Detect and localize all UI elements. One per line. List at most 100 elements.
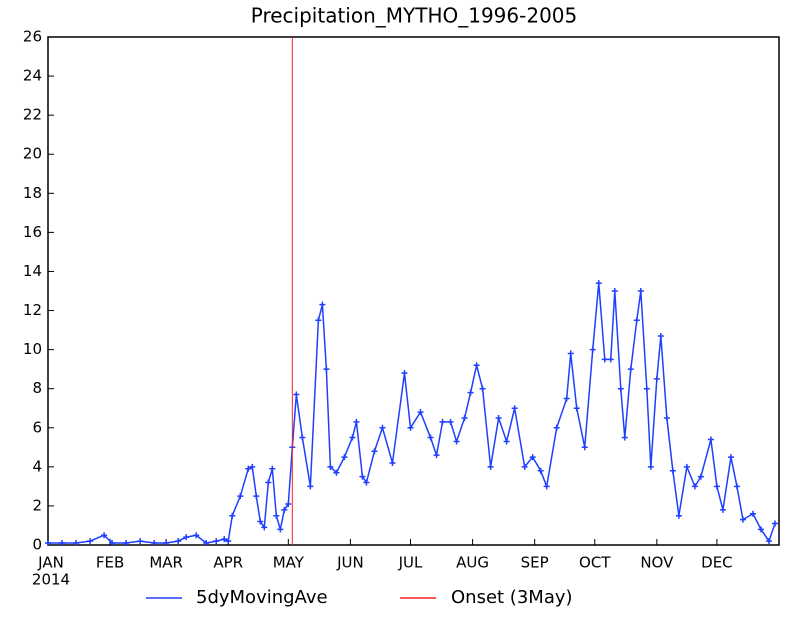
point-marker bbox=[299, 434, 306, 441]
y-tick-label: 22 bbox=[23, 106, 42, 124]
point-marker bbox=[633, 317, 640, 324]
point-marker bbox=[277, 526, 284, 533]
point-marker bbox=[589, 346, 596, 353]
point-marker bbox=[553, 424, 560, 431]
point-marker bbox=[595, 280, 602, 287]
point-marker bbox=[757, 526, 764, 533]
point-marker bbox=[637, 288, 644, 294]
point-marker bbox=[333, 469, 340, 476]
point-marker bbox=[213, 538, 220, 545]
point-marker bbox=[257, 518, 264, 525]
point-marker bbox=[611, 288, 618, 294]
point-marker bbox=[733, 483, 740, 490]
point-marker bbox=[627, 366, 634, 373]
point-marker bbox=[407, 424, 414, 431]
point-marker bbox=[607, 356, 614, 363]
point-marker bbox=[183, 534, 190, 541]
point-marker bbox=[479, 385, 486, 392]
x-tick-label: NOV bbox=[640, 554, 674, 572]
x-tick-label: AUG bbox=[456, 554, 489, 572]
point-marker bbox=[503, 438, 510, 445]
point-marker bbox=[573, 405, 580, 412]
y-tick-label: 14 bbox=[23, 262, 42, 280]
x-tick-label: JUL bbox=[398, 554, 423, 572]
x-tick-label: MAR bbox=[149, 554, 183, 572]
point-marker bbox=[487, 463, 494, 470]
point-marker bbox=[739, 516, 746, 523]
point-marker bbox=[253, 493, 260, 500]
point-marker bbox=[281, 506, 288, 513]
point-marker bbox=[245, 465, 252, 472]
y-tick-label: 24 bbox=[23, 67, 42, 85]
point-marker bbox=[643, 385, 650, 392]
point-marker bbox=[349, 434, 356, 441]
y-tick-label: 8 bbox=[32, 379, 42, 397]
point-marker bbox=[265, 479, 272, 486]
point-marker bbox=[675, 512, 682, 519]
point-marker bbox=[203, 540, 210, 547]
point-marker bbox=[359, 473, 366, 480]
point-marker bbox=[447, 418, 454, 425]
point-marker bbox=[379, 424, 386, 431]
point-marker bbox=[371, 448, 378, 455]
point-marker bbox=[319, 301, 326, 308]
point-marker bbox=[249, 463, 256, 470]
point-marker bbox=[543, 483, 550, 490]
point-marker bbox=[697, 473, 704, 480]
point-marker bbox=[123, 540, 130, 547]
point-marker bbox=[401, 370, 408, 377]
point-marker bbox=[193, 532, 200, 539]
point-marker bbox=[713, 483, 720, 490]
point-marker bbox=[439, 418, 446, 425]
y-tick-label: 0 bbox=[32, 536, 42, 554]
point-marker bbox=[669, 467, 676, 474]
point-marker bbox=[307, 483, 314, 490]
point-marker bbox=[657, 332, 664, 339]
point-marker bbox=[341, 454, 348, 461]
point-marker bbox=[323, 366, 330, 373]
point-marker bbox=[45, 540, 51, 547]
point-marker bbox=[137, 538, 144, 545]
data-line bbox=[48, 283, 776, 544]
point-marker bbox=[473, 362, 480, 369]
point-marker bbox=[73, 540, 80, 547]
point-marker bbox=[529, 454, 536, 461]
point-marker bbox=[495, 415, 502, 421]
chart-title: Precipitation_MYTHO_1996-2005 bbox=[251, 4, 578, 28]
point-marker bbox=[647, 463, 654, 470]
point-marker bbox=[511, 405, 518, 412]
point-marker bbox=[417, 409, 424, 416]
x-tick-label: JUN bbox=[336, 554, 364, 572]
point-marker bbox=[581, 444, 588, 451]
point-marker bbox=[229, 512, 236, 519]
point-marker bbox=[101, 532, 108, 539]
point-marker bbox=[353, 418, 360, 425]
point-marker bbox=[163, 540, 170, 547]
point-marker bbox=[285, 500, 292, 507]
point-marker bbox=[601, 356, 608, 363]
legend-label: Onset (3May) bbox=[451, 587, 573, 608]
point-marker bbox=[537, 467, 544, 474]
point-marker bbox=[567, 350, 574, 357]
point-marker bbox=[261, 524, 268, 531]
point-marker bbox=[151, 540, 158, 547]
y-tick-label: 16 bbox=[23, 223, 42, 241]
x-tick-label: OCT bbox=[579, 554, 611, 572]
point-marker bbox=[663, 415, 670, 421]
x-tick-label: MAY bbox=[273, 554, 305, 572]
point-marker bbox=[621, 434, 628, 441]
point-marker bbox=[87, 538, 94, 545]
x-tick-label: JAN bbox=[37, 554, 64, 572]
point-marker bbox=[221, 536, 228, 543]
point-marker bbox=[59, 540, 66, 547]
point-marker bbox=[175, 538, 182, 545]
point-marker bbox=[461, 415, 468, 421]
plot-frame bbox=[47, 36, 780, 546]
point-marker bbox=[719, 506, 726, 513]
y-tick-label: 12 bbox=[23, 301, 42, 319]
point-marker bbox=[691, 483, 698, 490]
y-tick-label: 26 bbox=[23, 28, 42, 46]
y-tick-label: 18 bbox=[23, 184, 42, 202]
point-marker bbox=[563, 395, 570, 402]
point-marker bbox=[653, 375, 660, 382]
